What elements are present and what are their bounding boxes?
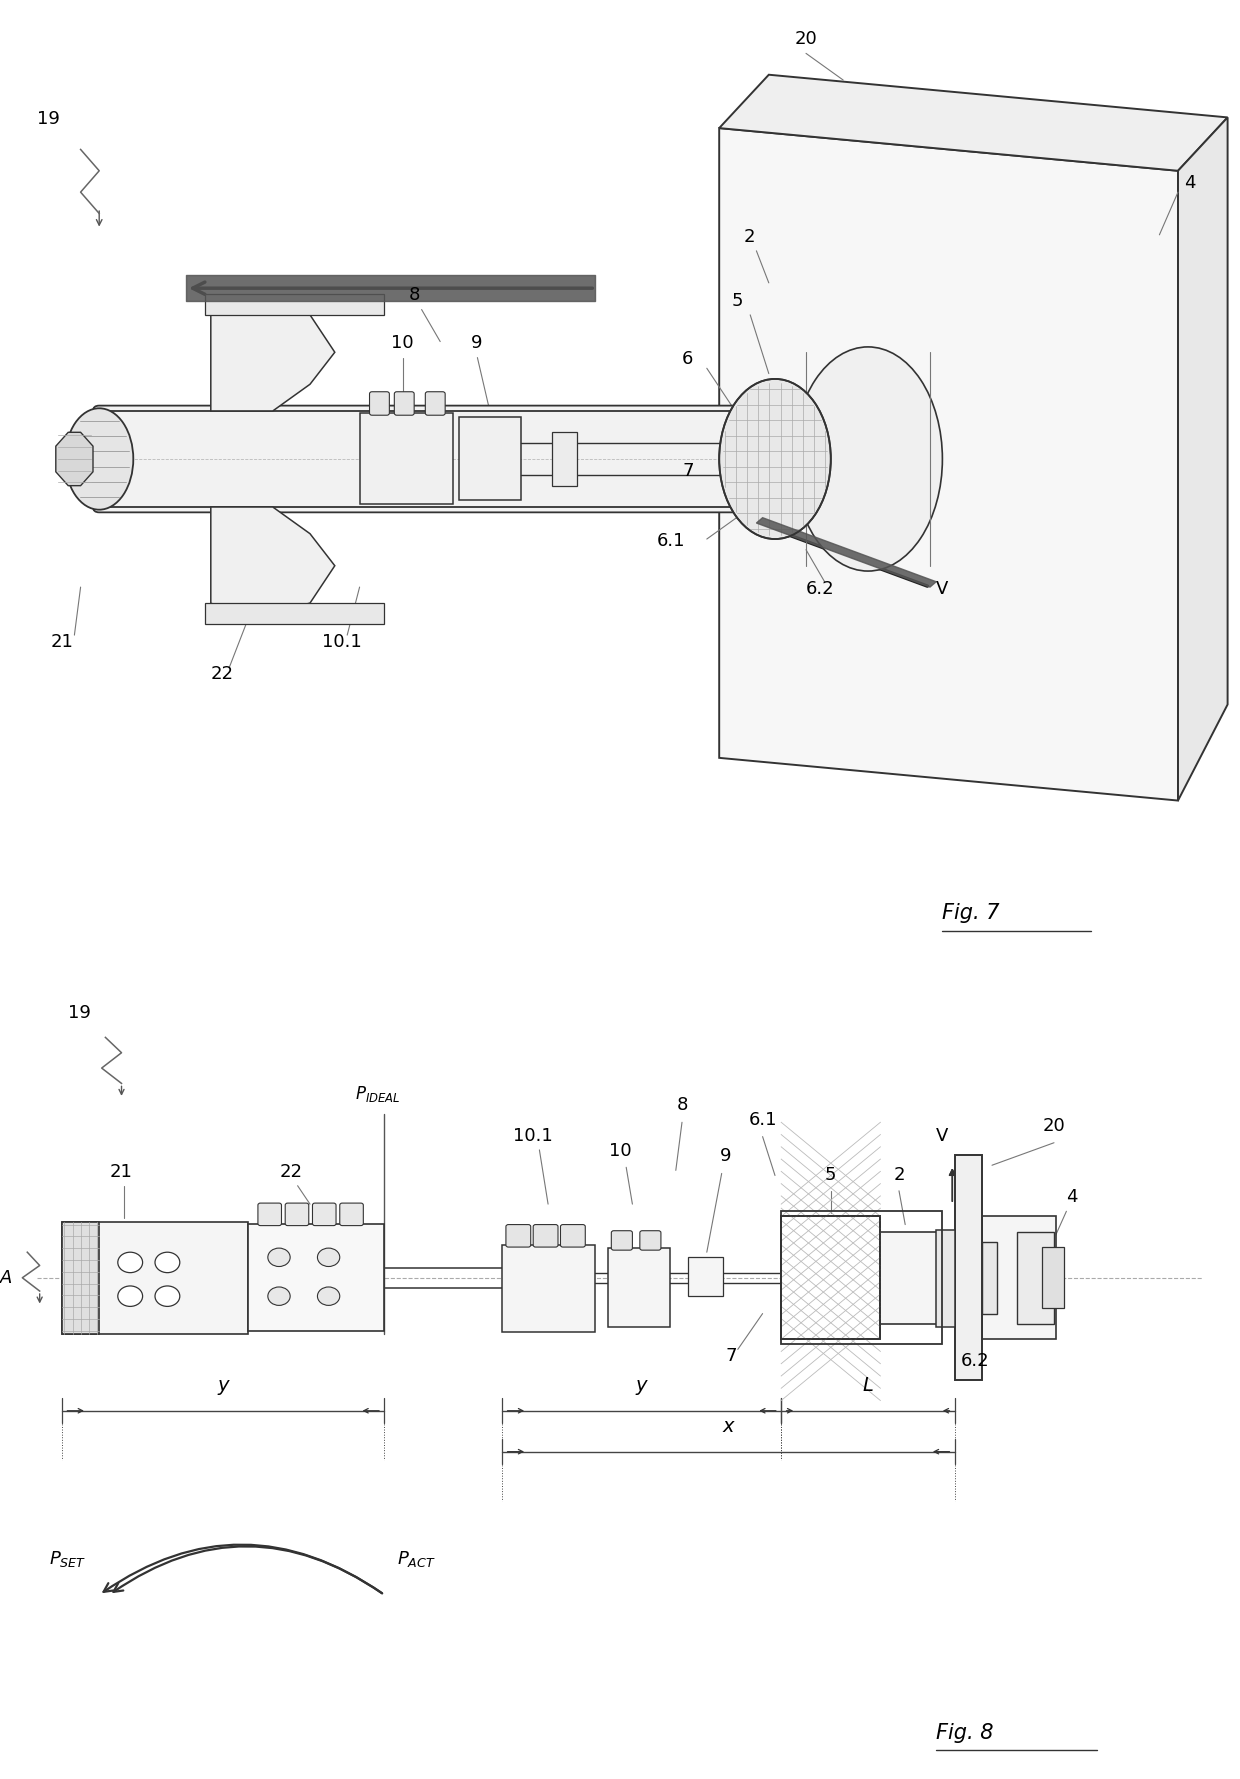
Bar: [502, 1245, 595, 1332]
Bar: [880, 1231, 942, 1324]
Text: Fig. 7: Fig. 7: [942, 904, 999, 923]
Text: 10.1: 10.1: [322, 633, 362, 651]
Text: $P_{IDEAL}$: $P_{IDEAL}$: [356, 1083, 401, 1103]
Text: Fig. 8: Fig. 8: [936, 1724, 993, 1743]
Text: 4: 4: [1184, 174, 1195, 192]
Text: 22: 22: [211, 665, 234, 683]
Text: 8: 8: [676, 1096, 688, 1114]
Text: 10: 10: [391, 334, 413, 352]
FancyBboxPatch shape: [370, 391, 389, 415]
Text: V: V: [936, 580, 949, 598]
Circle shape: [118, 1252, 143, 1272]
Bar: [360, 413, 453, 503]
Text: x: x: [723, 1418, 734, 1436]
Circle shape: [155, 1286, 180, 1306]
Circle shape: [118, 1286, 143, 1306]
Text: 2: 2: [893, 1165, 905, 1183]
FancyBboxPatch shape: [533, 1224, 558, 1247]
Text: 2: 2: [744, 228, 755, 246]
Text: 5: 5: [732, 292, 743, 310]
Text: 9: 9: [471, 334, 482, 352]
Text: 22: 22: [280, 1163, 303, 1181]
Bar: [62, 1222, 248, 1334]
Text: 10.1: 10.1: [513, 1126, 553, 1146]
Text: 4: 4: [1066, 1188, 1078, 1206]
Circle shape: [317, 1286, 340, 1306]
Polygon shape: [719, 75, 1228, 171]
Text: 20: 20: [1043, 1117, 1065, 1135]
Bar: [781, 1217, 880, 1340]
Text: $P_{ACT}$: $P_{ACT}$: [397, 1550, 435, 1569]
FancyBboxPatch shape: [285, 1203, 309, 1226]
Polygon shape: [211, 507, 335, 619]
Text: 6.1: 6.1: [657, 532, 686, 550]
Circle shape: [317, 1249, 340, 1267]
Polygon shape: [205, 294, 384, 315]
FancyBboxPatch shape: [312, 1203, 336, 1226]
Text: V: V: [936, 1126, 949, 1146]
Text: y: y: [217, 1377, 229, 1395]
Text: A: A: [0, 1268, 12, 1286]
Text: 19: 19: [68, 1003, 91, 1021]
FancyBboxPatch shape: [93, 406, 763, 512]
Text: 6.1: 6.1: [749, 1112, 776, 1130]
Bar: [608, 1249, 670, 1327]
Ellipse shape: [719, 379, 831, 539]
Bar: [781, 1211, 942, 1345]
Text: 7: 7: [725, 1347, 738, 1364]
Bar: [552, 432, 577, 486]
Ellipse shape: [64, 409, 134, 509]
Polygon shape: [205, 603, 384, 624]
FancyBboxPatch shape: [258, 1203, 281, 1226]
Text: $P_{SET}$: $P_{SET}$: [50, 1550, 87, 1569]
Circle shape: [155, 1252, 180, 1272]
Bar: [936, 1229, 955, 1327]
Polygon shape: [719, 128, 1178, 801]
FancyArrowPatch shape: [113, 1546, 382, 1594]
FancyArrowPatch shape: [103, 1544, 382, 1594]
Bar: [248, 1224, 384, 1331]
Text: 6: 6: [682, 350, 693, 368]
Bar: [62, 1222, 99, 1334]
Bar: [1017, 1231, 1054, 1324]
FancyBboxPatch shape: [611, 1231, 632, 1251]
Bar: [982, 1217, 1056, 1340]
FancyBboxPatch shape: [640, 1231, 661, 1251]
Bar: [781, 1217, 880, 1340]
FancyBboxPatch shape: [560, 1224, 585, 1247]
Text: 21: 21: [110, 1163, 133, 1181]
Text: 7: 7: [682, 463, 693, 480]
Polygon shape: [211, 299, 335, 411]
FancyBboxPatch shape: [394, 391, 414, 415]
Text: 8: 8: [409, 286, 420, 304]
Bar: [1042, 1247, 1064, 1309]
FancyBboxPatch shape: [340, 1203, 363, 1226]
Bar: [955, 1155, 982, 1381]
Ellipse shape: [794, 347, 942, 571]
Text: 6.2: 6.2: [961, 1352, 990, 1370]
Text: 6.2: 6.2: [806, 580, 835, 598]
Text: 19: 19: [37, 110, 60, 128]
Text: 9: 9: [719, 1147, 732, 1165]
Text: 10: 10: [609, 1142, 631, 1160]
FancyBboxPatch shape: [425, 391, 445, 415]
FancyBboxPatch shape: [506, 1224, 531, 1247]
Polygon shape: [56, 432, 93, 486]
Circle shape: [268, 1286, 290, 1306]
Text: 21: 21: [51, 633, 73, 651]
Text: L: L: [863, 1377, 873, 1395]
Polygon shape: [1178, 117, 1228, 801]
Bar: [688, 1258, 723, 1297]
Circle shape: [268, 1249, 290, 1267]
Bar: [459, 418, 521, 500]
Text: 5: 5: [825, 1165, 837, 1183]
Text: 20: 20: [795, 30, 817, 48]
Text: y: y: [636, 1377, 647, 1395]
Polygon shape: [756, 518, 936, 587]
Bar: [982, 1242, 997, 1313]
